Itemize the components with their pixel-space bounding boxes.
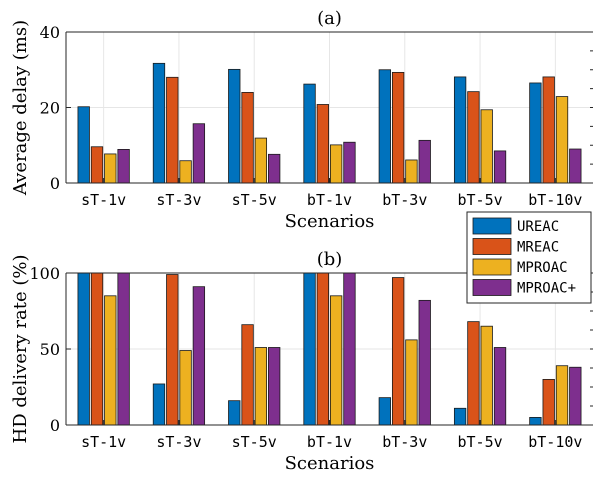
legend-label-ureac: UREAC <box>517 219 559 235</box>
legend: UREAC MREAC MPROAC MPROAC+ <box>466 211 592 304</box>
bar-mproac-plus-st-3v <box>192 123 206 184</box>
x-axis-title: Scenarios <box>285 453 375 474</box>
bar-mproac-st-1v <box>104 153 117 184</box>
bar-ureac-bt-5v <box>453 407 467 426</box>
y-tick-label: 0 <box>50 416 60 435</box>
panel-title: (a) <box>317 8 342 29</box>
bar-mproac-bt-5v <box>480 109 493 184</box>
y-tick-label: 20 <box>40 99 60 118</box>
y-tick-label: 40 <box>40 23 60 42</box>
bar-mproac-plus-bt-3v <box>418 299 431 426</box>
bar-mproac-bt-1v <box>329 144 343 184</box>
x-tick-label: bT-3v <box>382 433 427 451</box>
bar-mproac-bt-5v <box>480 325 493 426</box>
y-tick-label: 100 <box>29 264 60 283</box>
x-tick-label: sT-3v <box>156 433 201 451</box>
bar-mreac-bt-1v <box>316 272 330 426</box>
x-axis-title: Scenarios <box>285 211 375 232</box>
y-tick-label: 0 <box>50 174 60 193</box>
x-tick-label: sT-5v <box>232 433 277 451</box>
bar-mreac-bt-3v <box>391 277 405 426</box>
bar-mproac-st-3v <box>179 160 192 184</box>
bar-mproac-st-1v <box>104 295 117 426</box>
bar-mreac-bt-1v <box>316 104 330 184</box>
bar-mproac-plus-st-5v <box>268 347 281 426</box>
panel-b: 0 50 100 sT-1v sT-3v sT-5v bT-1v bT-3v bT-5v bT-1… <box>10 249 593 474</box>
bar-mproac-plus-bt-1v <box>343 141 356 184</box>
bar-ureac-bt-3v <box>378 397 391 426</box>
x-tick-label: bT-1v <box>307 191 352 209</box>
bar-mproac-plus-st-3v <box>192 286 206 426</box>
legend-swatch-mreac <box>472 238 512 255</box>
x-tick-label: bT-5v <box>457 191 502 209</box>
x-tick-label: sT-5v <box>232 191 277 209</box>
x-tick-label: bT-10v <box>528 433 582 451</box>
x-tick-label: bT-1v <box>307 433 352 451</box>
bar-mproac-plus-bt-5v <box>493 347 507 426</box>
x-tick-label: sT-3v <box>156 191 201 209</box>
bar-mreac-st-5v <box>241 324 254 426</box>
bar-mreac-bt-3v <box>391 71 405 184</box>
bar-mproac-st-5v <box>254 137 268 184</box>
panel-a: 0 20 40 sT-1v sT-3v sT-5v bT-1v bT-3v bT-5v bT-10… <box>10 8 593 232</box>
legend-swatch-mproac-plus <box>472 279 512 296</box>
bar-ureac-bt-1v <box>303 272 316 426</box>
bar-mproac-plus-bt-10v <box>569 366 582 426</box>
x-tick-label: sT-1v <box>81 191 126 209</box>
bar-mproac-bt-3v <box>405 159 418 184</box>
bar-mproac-bt-3v <box>405 339 418 426</box>
bar-ureac-st-3v <box>152 383 166 426</box>
bar-mreac-st-3v <box>166 274 179 426</box>
bar-ureac-bt-3v <box>378 69 391 184</box>
bar-mproac-bt-1v <box>329 295 343 426</box>
bar-mreac-bt-10v <box>542 378 555 426</box>
bar-ureac-bt-10v <box>529 416 542 426</box>
bar-mproac-plus-bt-3v <box>418 139 431 184</box>
bar-ureac-st-5v <box>228 68 241 184</box>
x-tick-label: sT-1v <box>81 433 126 451</box>
bar-mproac-plus-st-5v <box>268 153 281 184</box>
bar-mproac-plus-bt-10v <box>569 148 582 184</box>
legend-swatch-ureac <box>472 217 512 235</box>
bar-mproac-st-3v <box>179 350 192 426</box>
bar-mproac-plus-bt-5v <box>493 150 507 184</box>
x-tick-label: bT-10v <box>528 191 582 209</box>
bar-mproac-st-5v <box>254 347 268 426</box>
legend-swatch-mproac <box>472 258 512 276</box>
x-tick-label: bT-5v <box>457 433 502 451</box>
bar-mreac-bt-5v <box>467 91 480 184</box>
bar-mreac-st-1v <box>90 272 104 426</box>
bar-ureac-bt-1v <box>303 83 316 184</box>
bar-mreac-st-3v <box>166 76 179 184</box>
bar-mreac-bt-10v <box>542 76 555 184</box>
bar-mproac-plus-st-1v <box>117 149 130 184</box>
panel-title: (b) <box>317 249 343 270</box>
bar-ureac-st-1v <box>77 272 90 426</box>
bar-mreac-st-1v <box>90 146 104 184</box>
x-tick-label: bT-3v <box>382 191 427 209</box>
y-axis-title: Average delay (ms) <box>10 20 31 196</box>
bar-mproac-plus-bt-1v <box>343 272 356 426</box>
y-tick-label: 50 <box>40 340 60 359</box>
y-axis-title: HD delivery rate (%) <box>10 255 31 444</box>
bar-mreac-st-5v <box>241 92 254 184</box>
bar-ureac-bt-5v <box>453 76 467 184</box>
legend-label-mreac: MREAC <box>517 240 559 256</box>
bar-ureac-st-5v <box>228 400 241 426</box>
bar-ureac-bt-10v <box>529 82 542 184</box>
bar-mproac-bt-10v <box>555 96 569 184</box>
bar-mreac-bt-5v <box>467 321 480 426</box>
bar-ureac-st-1v <box>77 106 90 184</box>
bar-mproac-plus-st-1v <box>117 272 130 426</box>
legend-label-mproac: MPROAC <box>517 260 568 276</box>
bar-ureac-st-3v <box>152 62 166 184</box>
legend-label-mproac-plus: MPROAC+ <box>517 281 576 297</box>
bar-mproac-bt-10v <box>555 365 569 426</box>
